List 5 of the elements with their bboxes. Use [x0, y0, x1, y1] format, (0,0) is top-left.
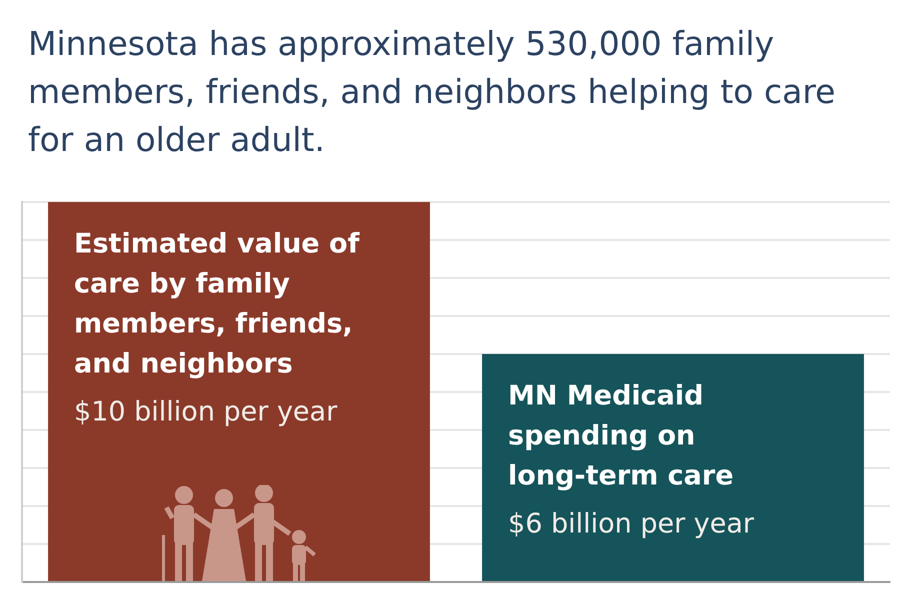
data-label: $6 billion per year [508, 508, 755, 540]
x-tick-label: MN Medicaid spending on long-term care [508, 380, 734, 492]
data-label: $10 billion per year [74, 396, 338, 428]
x-tick-label: Estimated value of care by family members, friends, and neighbors [74, 228, 360, 380]
chart-title: Minnesota has approximately 530,000 family members, friends, and neighbors helping to care for an older adult. [27, 23, 836, 161]
